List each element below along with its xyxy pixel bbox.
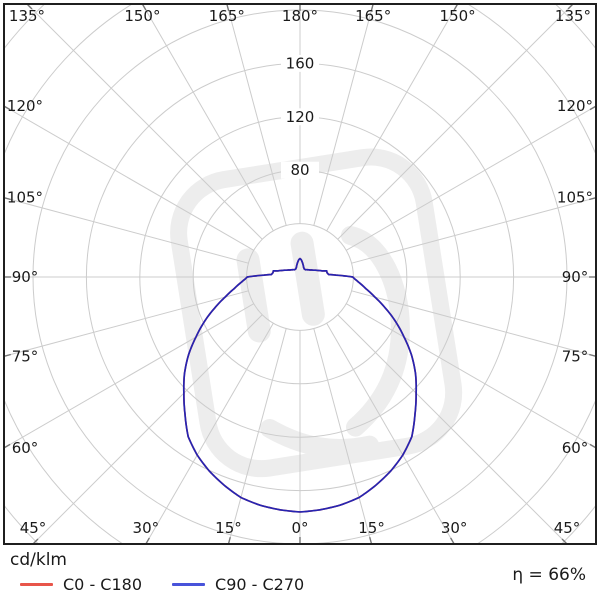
polar-grid-ray (26, 4, 263, 240)
curves (182, 257, 418, 513)
polar-grid-ray (227, 328, 287, 544)
radial-labels: 80 120 160 (281, 54, 319, 179)
curve-c90-c270 (182, 257, 418, 513)
polar-grid-ray (4, 290, 249, 357)
border-tick (145, 537, 150, 545)
border-tick (3, 105, 11, 111)
polar-grid-ray (337, 314, 568, 544)
angle-label: 120° (557, 97, 593, 115)
angle-label: 90° (12, 268, 39, 286)
border-tick (227, 537, 231, 545)
border-tick (589, 353, 597, 357)
angle-label: 180° (282, 7, 318, 25)
border-tick (226, 3, 230, 11)
unit-label: cd/klm (10, 550, 67, 570)
angle-label: 150° (124, 7, 160, 25)
angle-label: 15° (215, 519, 242, 537)
watermark-hook (260, 419, 379, 458)
watermark-hook (340, 226, 410, 437)
legend-item-c0-c180: C0 - C180 (20, 575, 142, 594)
polar-grid-ray (345, 303, 596, 449)
legend-label-c0-c180: C0 - C180 (63, 574, 143, 594)
angle-label: 15° (358, 519, 385, 537)
polar-grid-ray (141, 4, 274, 232)
angle-label: 165° (209, 7, 245, 25)
angle-label: 90° (562, 268, 589, 286)
polar-grid-ray (4, 303, 255, 449)
angle-label: 30° (441, 519, 468, 537)
watermark-bar (290, 231, 325, 326)
legend-footer: cd/klm C0 - C180 C90 - C270 η = 66% (0, 546, 600, 600)
polar-grid-ray (32, 314, 263, 544)
border-tick (3, 443, 11, 449)
radial-value-label: 80 (290, 161, 309, 179)
angle-label: 120° (7, 97, 43, 115)
angle-label: 165° (355, 7, 391, 25)
polar-grid-ray (351, 197, 596, 264)
legend-swatch-blue-line (172, 582, 206, 586)
plot-border (3, 3, 597, 545)
polar-grid-ray (337, 4, 574, 240)
angle-label: 135° (555, 7, 591, 25)
border-tick (589, 105, 597, 111)
angle-label: 45° (554, 519, 581, 537)
angle-labels: 0° 15° 15° 30° 30° 45° 45° 60° 60° 75° 75° 90° 90° 10… (7, 7, 593, 537)
polar-grid-ray (351, 290, 596, 357)
photometric-polar-chart: 0° 15° 15° 30° 30° 45° 45° 60° 60° 75° 75° 90° 90° 10… (3, 3, 597, 545)
angle-label: 0° (291, 519, 308, 537)
polar-grid-ray (326, 4, 459, 232)
border-tick (3, 197, 11, 201)
polar-plot-area: 0° 15° 15° 30° 30° 45° 45° 60° 60° 75° 75° 90° 90° 10… (3, 3, 597, 545)
legend-swatch-red-line (20, 582, 53, 586)
efficiency-label: η = 66% (512, 565, 586, 585)
angle-label: 60° (12, 439, 39, 457)
angle-label: 30° (133, 519, 160, 537)
polar-grid-ray (313, 4, 374, 226)
angle-label: 45° (20, 519, 47, 537)
radial-label-mask (281, 54, 319, 72)
border-tick (450, 537, 455, 545)
polar-grid-ray (4, 197, 249, 264)
angle-label: 60° (562, 439, 589, 457)
border-tick (453, 3, 459, 11)
border-tick (589, 197, 597, 201)
angle-label: 75° (12, 347, 39, 365)
radial-label-mask (281, 108, 319, 126)
radial-value-label: 160 (286, 54, 315, 72)
legend-row: C0 - C180 C90 - C270 η = 66% (20, 565, 600, 594)
angle-label: 75° (562, 347, 589, 365)
legend-label-c90-c270: C90 - C270 (215, 574, 305, 594)
polar-grid (4, 4, 596, 544)
radial-label-mask (281, 161, 319, 179)
radial-value-label: 120 (286, 108, 315, 126)
polar-grid-ray (345, 105, 596, 251)
polar-grid-ray (313, 328, 373, 544)
legend-item-c90-c270: C90 - C270 (172, 575, 304, 594)
border-tick (589, 443, 597, 449)
border-tick (3, 353, 11, 357)
angle-label: 105° (7, 189, 43, 207)
border-tick (369, 537, 373, 545)
angle-label: 105° (557, 189, 593, 207)
border-tick (370, 3, 374, 11)
angle-label: 135° (9, 7, 45, 25)
border-tick (141, 3, 147, 11)
polar-grid-ray (226, 4, 287, 226)
angle-label: 150° (440, 7, 476, 25)
polar-grid-ray (4, 105, 255, 251)
